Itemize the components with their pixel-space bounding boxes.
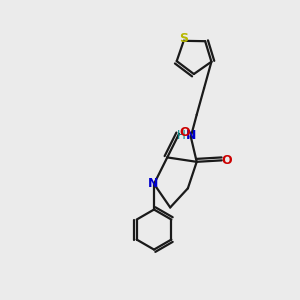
Text: N: N (186, 129, 196, 142)
Text: O: O (222, 154, 232, 167)
Text: N: N (148, 177, 159, 190)
Text: S: S (179, 32, 188, 45)
Text: H: H (177, 129, 186, 142)
Text: O: O (179, 126, 190, 139)
